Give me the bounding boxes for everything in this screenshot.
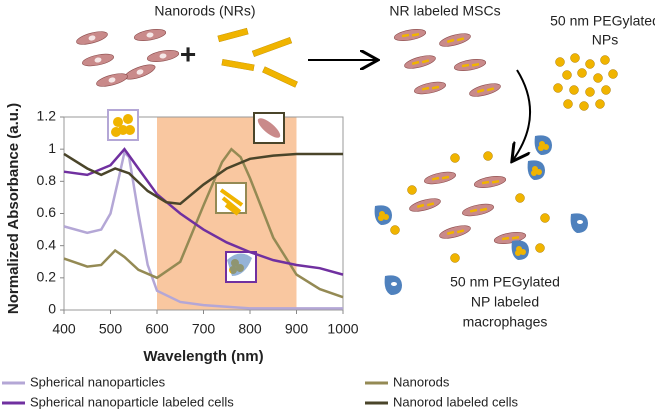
x-tick-label: 400 (52, 321, 76, 337)
label: 50 nm PEGylated (450, 274, 560, 290)
icon-np (125, 125, 135, 135)
diagram: Nanorods (NRs) + NR labeled MSCs 50 nm P… (74, 3, 655, 330)
label: 50 nm PEGylated (550, 13, 655, 29)
x-axis-title: Wavelength (nm) (143, 348, 263, 365)
y-tick-label: 0.2 (37, 269, 57, 285)
series-line (63, 152, 343, 206)
label: NPs (592, 32, 618, 48)
y-tick-label: 1 (48, 140, 56, 156)
icon-np (113, 117, 123, 127)
x-tick-label: 1000 (327, 321, 358, 337)
y-axis-title: Normalized Absorbance (a.u.) (5, 103, 22, 314)
label: macrophages (463, 314, 548, 330)
series-line (63, 149, 343, 310)
chart: 0 0.2 0.4 0.6 0.8 1 1.2 400 500 600 700 800 900 1000 W… (2, 103, 519, 409)
x-tick-label: 900 (285, 321, 309, 337)
legend-label: Nanorods (393, 374, 450, 389)
icon-np (123, 114, 133, 124)
x-tick-label: 700 (192, 321, 216, 337)
y-tick-label: 1.2 (37, 108, 57, 124)
icon-box (253, 112, 285, 144)
series-line (63, 147, 344, 299)
plus: + (180, 38, 196, 69)
legend-label: Spherical nanoparticle labeled cells (30, 394, 234, 409)
y-tick-label: 0.4 (37, 236, 57, 252)
icon-cell (227, 253, 252, 276)
legend-label: Nanorod labeled cells (393, 394, 519, 409)
series-line (63, 147, 344, 276)
icon-rods (219, 188, 244, 216)
y-tick-label: 0.8 (37, 172, 57, 188)
legend-label: Spherical nanoparticles (30, 374, 166, 389)
x-tick-label: 600 (145, 321, 169, 337)
label: Nanorods (NRs) (154, 3, 255, 19)
icon-cell (257, 118, 281, 138)
y-tick-label: 0 (48, 301, 56, 317)
label: NR labeled MSCs (389, 3, 500, 19)
x-tick-label: 500 (99, 321, 123, 337)
label: NP labeled (471, 294, 539, 310)
y-tick-label: 0.6 (37, 204, 57, 220)
x-tick-label: 800 (238, 321, 262, 337)
icon-np (111, 127, 121, 137)
